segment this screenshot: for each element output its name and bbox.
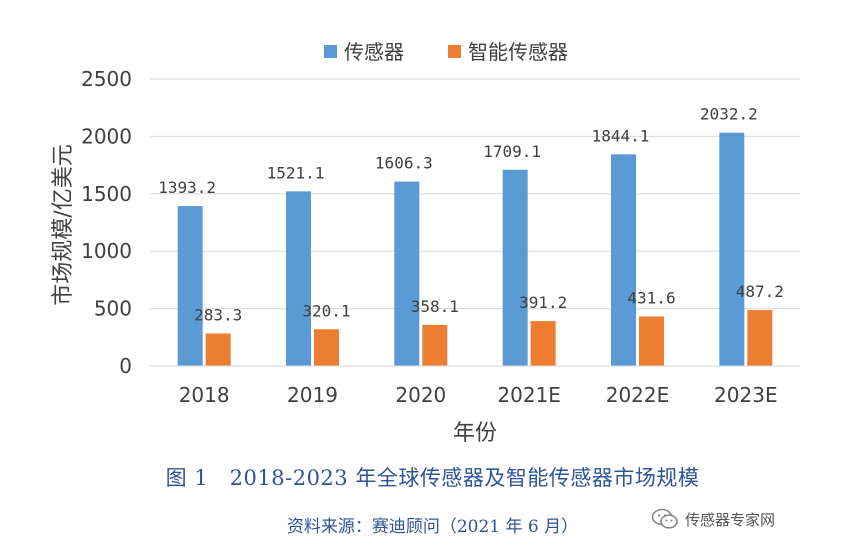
data-label: 1521.1 [267,163,325,182]
x-axis-title: 年份 [453,421,497,446]
bar-sensor [719,132,745,366]
data-label: 1844.1 [592,126,650,145]
x-tick-label: 2021E [497,383,561,407]
y-axis-title: 市场规模/亿美元 [51,144,76,305]
bar-smart-sensor [747,310,773,366]
bar-sensor [611,154,636,366]
data-label: 391.2 [519,293,567,312]
data-label: 283.3 [194,305,242,324]
legend-swatch-sensor [324,45,337,58]
legend-label-sensor: 传感器 [344,40,404,64]
figure-source: 资料来源：赛迪顾问（2021 年 6 月） [286,517,579,537]
data-label: 2032.2 [700,105,758,124]
y-tick-label: 1000 [81,239,132,263]
bar-chart: 0 500 1000 1500 2000 2500 1393.2 1521.1 1606.3 17… [51,40,800,446]
data-label: 1393.2 [158,178,216,197]
x-tick-label: 2022E [606,383,670,407]
legend-swatch-smart-sensor [448,45,461,58]
bar-smart-sensor [422,324,448,366]
bar-sensor [502,169,528,366]
legend-label-smart-sensor: 智能传感器 [468,40,568,64]
y-tick-label: 1500 [81,182,132,206]
x-tick-label: 2018 [179,383,230,407]
data-label: 320.1 [302,301,350,320]
x-tick-label: 2023E [714,383,778,407]
data-label: 431.6 [627,288,675,307]
y-tick-label: 2000 [81,124,132,148]
bar-sensor [394,181,420,366]
figure-title: 图 1 2018-2023 年全球传感器及智能传感器市场规模 [165,466,700,490]
data-label: 1709.1 [483,142,541,161]
watermark-text: 传感器专家网 [685,510,776,529]
bar-smart-sensor [314,329,339,366]
bar-sensor [286,191,311,366]
bar-smart-sensor [530,321,556,366]
wechat-icon [651,508,678,529]
y-tick-label: 2500 [81,67,132,91]
bar-smart-sensor [639,316,664,366]
x-tick-label: 2019 [287,383,338,407]
watermark: 传感器专家网 [651,508,775,530]
y-tick-label: 0 [119,354,132,378]
y-tick-label: 500 [94,297,132,321]
bar-smart-sensor [205,333,231,366]
data-label: 358.1 [411,297,459,316]
data-label: 487.2 [736,282,784,301]
bar-sensor [177,206,203,366]
data-label: 1606.3 [375,154,433,173]
x-tick-label: 2020 [395,383,446,407]
